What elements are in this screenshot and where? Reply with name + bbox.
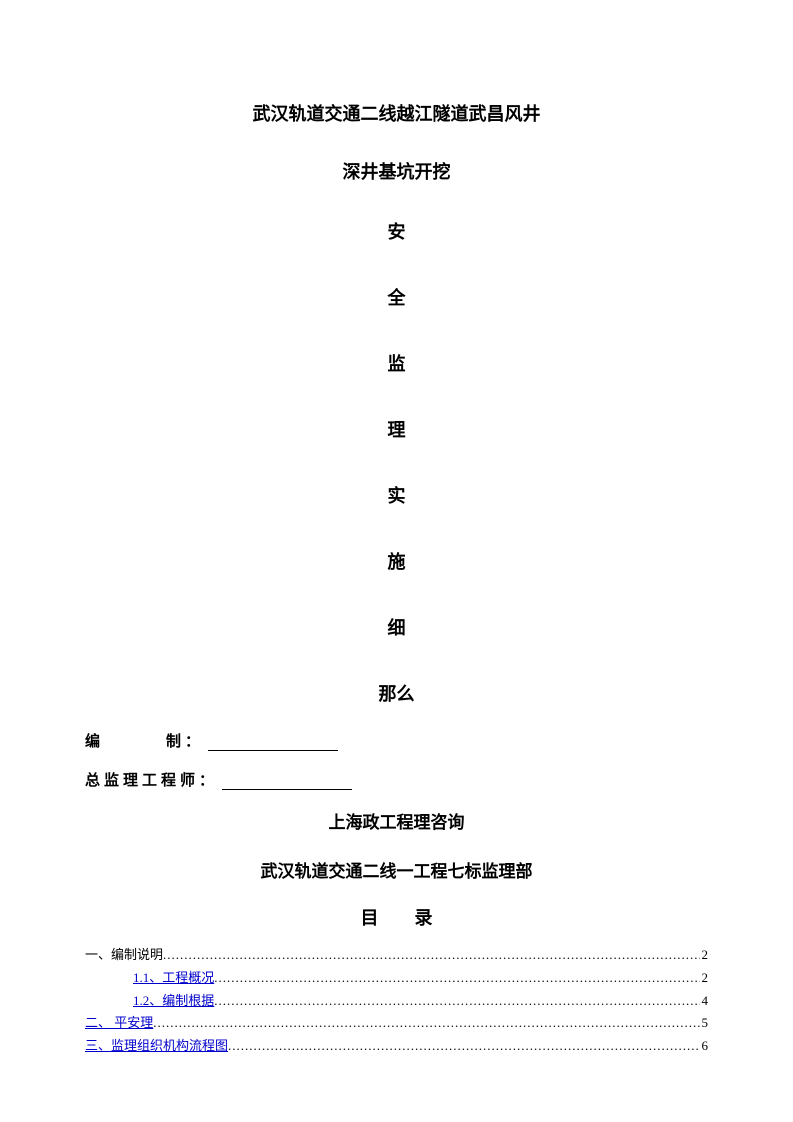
vertical-char-0: 安 — [85, 218, 708, 244]
editor-label: 编 制： — [85, 730, 204, 751]
chief-signature-row: 总监理工程师： — [85, 769, 708, 790]
toc-list: 一、编制说明 2 1.1、工程概况 2 1.2、编制根据 4 二、 平安理 5 … — [85, 944, 708, 1058]
toc-item-link[interactable]: 三、监理组织机构流程图 — [85, 1035, 228, 1058]
toc-item: 二、 平安理 5 — [85, 1012, 708, 1035]
vertical-char-1: 全 — [85, 284, 708, 310]
toc-title: 目录 — [85, 904, 708, 930]
editor-signature-row: 编 制： — [85, 730, 708, 751]
toc-dots — [163, 944, 699, 967]
org-department: 武汉轨道交通二线一工程七标监理部 — [85, 857, 708, 882]
toc-item: 1.1、工程概况 2 — [85, 967, 708, 990]
vertical-char-5: 施 — [85, 548, 708, 574]
vertical-char-6: 细 — [85, 614, 708, 640]
toc-dots — [214, 990, 699, 1013]
toc-item-page: 5 — [700, 1012, 709, 1035]
toc-item: 一、编制说明 2 — [85, 944, 708, 967]
toc-dots — [153, 1012, 699, 1035]
org-company: 上海政工程理咨询 — [85, 808, 708, 833]
chief-label: 总监理工程师： — [85, 769, 218, 790]
toc-dots — [228, 1035, 699, 1058]
toc-item-page: 4 — [700, 990, 709, 1013]
toc-item-link[interactable]: 1.1、工程概况 — [133, 967, 214, 990]
toc-item-link[interactable]: 1.2、编制根据 — [133, 990, 214, 1013]
toc-item: 三、监理组织机构流程图 6 — [85, 1035, 708, 1058]
chief-signature-line — [222, 775, 352, 790]
editor-signature-line — [208, 736, 338, 751]
toc-dots — [214, 967, 699, 990]
vertical-char-7: 那么 — [85, 680, 708, 706]
document-title: 武汉轨道交通二线越江隧道武昌风井 — [85, 100, 708, 126]
toc-item-text: 一、编制说明 — [85, 944, 163, 967]
toc-item-link[interactable]: 二、 平安理 — [85, 1012, 153, 1035]
toc-item-page: 2 — [700, 967, 709, 990]
vertical-char-2: 监 — [85, 350, 708, 376]
document-subtitle: 深井基坑开挖 — [85, 158, 708, 184]
vertical-char-4: 实 — [85, 482, 708, 508]
toc-item-page: 6 — [700, 1035, 709, 1058]
vertical-char-3: 理 — [85, 416, 708, 442]
toc-item: 1.2、编制根据 4 — [85, 990, 708, 1013]
toc-item-page: 2 — [700, 944, 709, 967]
